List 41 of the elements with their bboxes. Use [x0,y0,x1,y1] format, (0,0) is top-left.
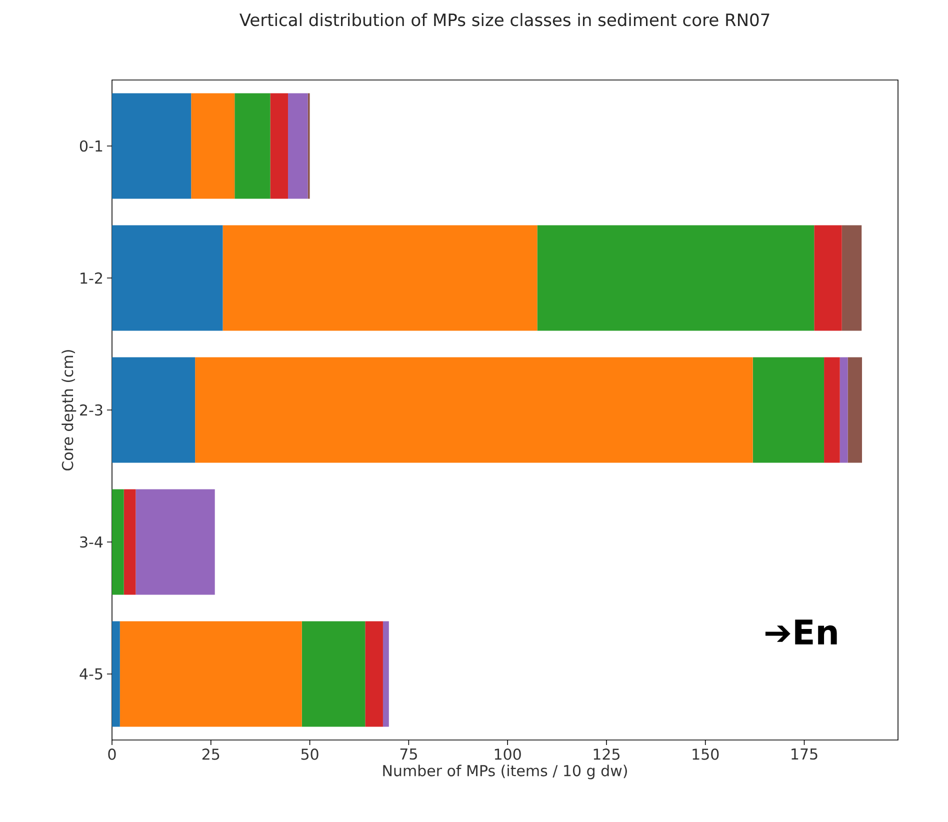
bar [124,489,136,595]
bar [537,225,814,331]
bar [288,93,308,199]
x-tick-label: 100 [494,748,521,760]
bar [112,621,120,727]
bar [120,621,302,727]
bar [222,225,538,331]
x-tick-label: 25 [202,748,220,760]
x-tick-label: 175 [792,748,818,760]
x-tick-label: 150 [692,748,719,760]
bar [270,93,288,199]
bar [112,357,196,463]
bar [302,621,366,727]
chart-title: Vertical distribution of MPs size classes in sediment core RN07 [240,13,770,26]
bar [842,225,862,331]
y-tick-label: 2-3 [80,404,102,416]
x-tick-label: 75 [400,748,417,760]
y-tick-label: 1-2 [80,272,102,284]
x-tick-label: 0 [108,748,116,760]
bar [382,621,389,727]
y-tick-label: 0-1 [80,140,102,152]
y-tick-label: 4-5 [80,668,102,680]
bar [191,93,235,199]
bar [840,357,848,463]
bar [365,621,383,727]
bar [112,93,192,199]
bar [234,93,270,199]
x-axis-title: Number of MPs (items / 10 g dw) [383,764,627,780]
x-tick-label: 50 [301,748,318,760]
annotation: ➔En [765,620,837,644]
bar [195,357,753,463]
bar [112,225,223,331]
x-tick-label: 125 [594,748,620,760]
y-axis-title: Core depth (cm) [62,350,76,470]
bar [752,357,824,463]
bar [814,225,842,331]
bar [112,489,124,595]
bar [848,357,862,463]
y-tick-label: 3-4 [80,536,103,548]
bar [136,489,215,595]
bar [824,357,840,463]
